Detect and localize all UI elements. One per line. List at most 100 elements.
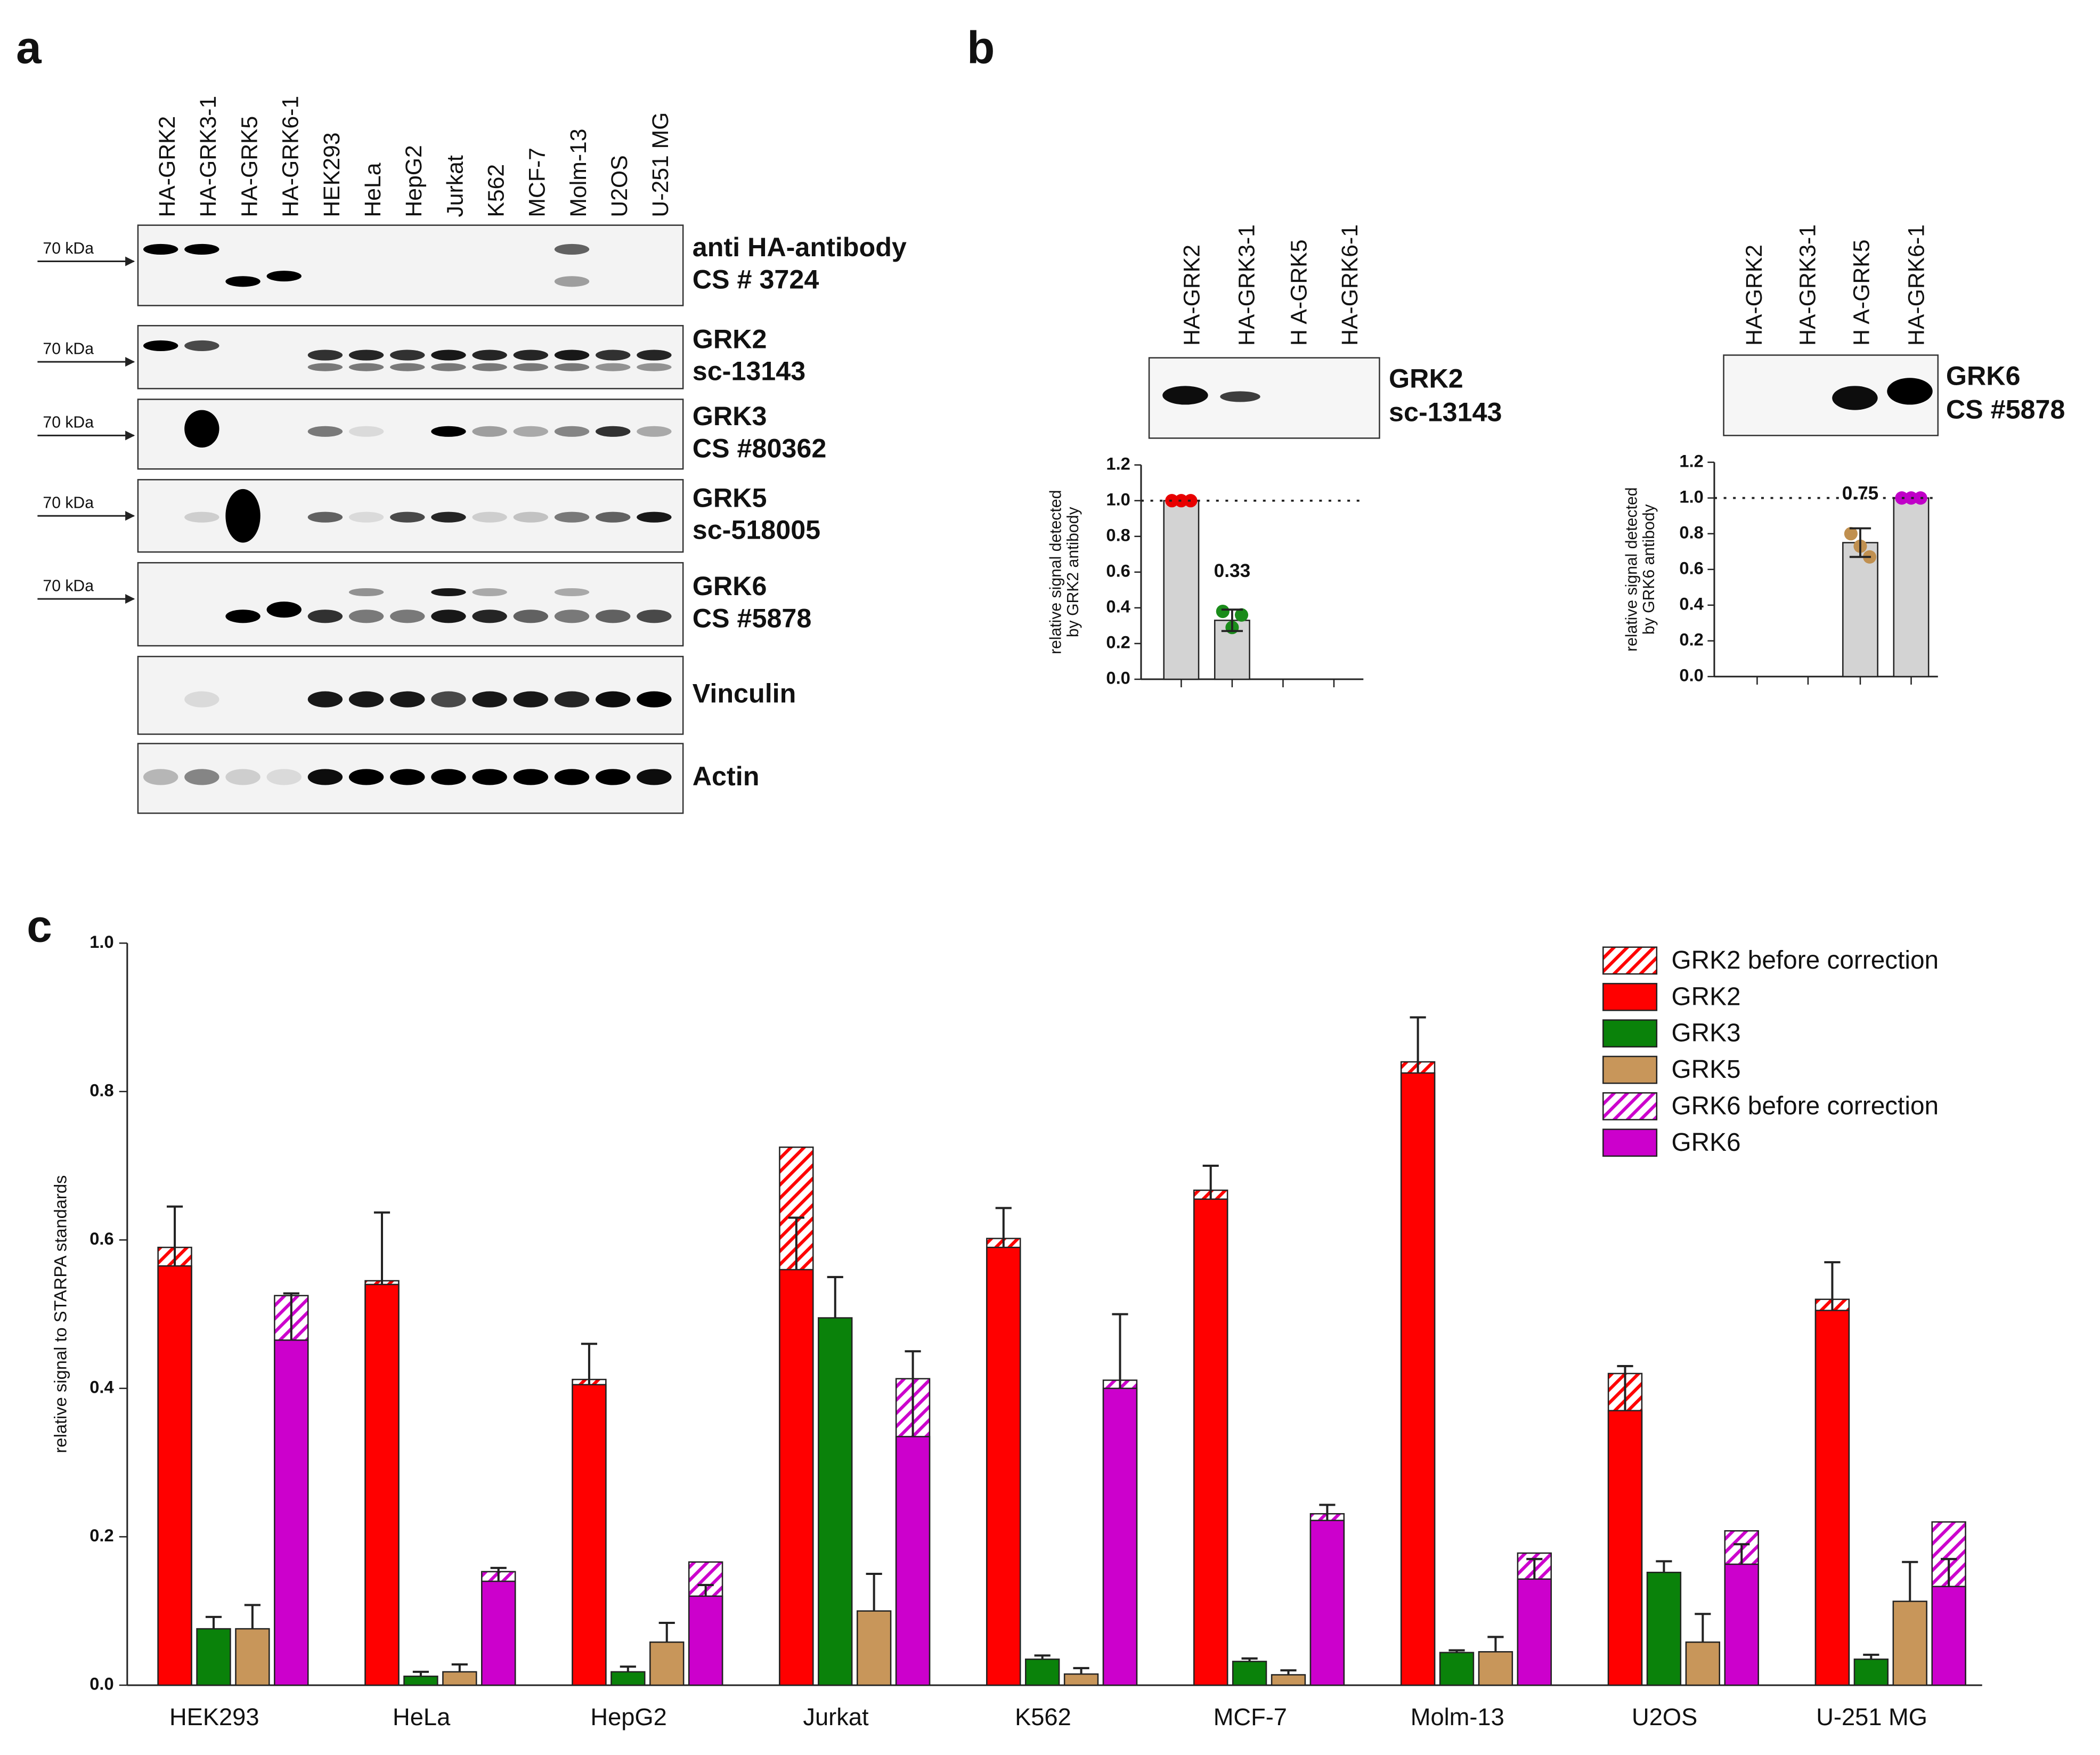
band	[266, 271, 302, 282]
x-tick-label: HeLa	[393, 1703, 451, 1730]
band	[431, 350, 466, 361]
panel-letter: c	[27, 901, 52, 952]
y-tick-label: 0.8	[89, 1080, 113, 1100]
lane-label: H A-GRK5	[1286, 240, 1312, 346]
band	[307, 610, 343, 623]
antibody-label: GRK5	[693, 482, 767, 513]
antibody-label: sc-13143	[693, 356, 805, 386]
legend-label: GRK2 before correction	[1672, 946, 1939, 974]
band	[472, 511, 507, 523]
band	[348, 588, 384, 597]
band	[390, 691, 425, 708]
band	[472, 769, 507, 785]
y-tick-label: 0.8	[1106, 525, 1130, 545]
y-tick-label: 0.4	[89, 1377, 113, 1396]
y-tick-label: 1.0	[1106, 489, 1130, 509]
y-axis-label: by GRK6 antibody	[1640, 503, 1658, 635]
lane-label: HA-GRK2	[1741, 245, 1767, 346]
y-tick-label: 0.0	[89, 1674, 113, 1694]
size-marker: 70 kDa	[43, 240, 94, 257]
lane-label: U2OS	[607, 155, 632, 217]
antibody-label: Actin	[693, 761, 760, 791]
bar	[1724, 1563, 1759, 1686]
band	[184, 511, 219, 523]
band	[554, 610, 590, 623]
blot	[137, 224, 684, 306]
bar	[274, 1339, 309, 1686]
bar	[895, 1436, 931, 1686]
lane-label: HepG2	[401, 145, 427, 217]
band	[513, 610, 548, 623]
blot	[137, 562, 684, 647]
bar	[403, 1675, 438, 1686]
band	[595, 769, 631, 785]
band	[307, 426, 343, 437]
lane-label: HEK293	[319, 132, 345, 217]
band	[184, 691, 219, 708]
y-tick-label: 0.2	[89, 1525, 113, 1545]
band	[225, 489, 261, 543]
band	[595, 691, 631, 708]
bar	[1814, 1310, 1850, 1686]
bar	[818, 1317, 853, 1686]
band	[307, 769, 343, 785]
value-label: 0.33	[1214, 560, 1251, 581]
legend-label: GRK6 before correction	[1672, 1092, 1939, 1120]
y-tick-label: 1.2	[1679, 451, 1703, 470]
y-tick-label: 0.4	[1106, 596, 1130, 616]
lane-label: Molm-13	[566, 128, 591, 217]
lane-label: HA-GRK3-1	[1234, 224, 1259, 346]
y-tick-label: 0.2	[1679, 629, 1703, 649]
y-axis-label: relative signal to STARPA standards	[50, 1175, 70, 1453]
bar	[1607, 1410, 1643, 1686]
x-tick-label: HepG2	[590, 1703, 666, 1730]
lane-label: HA-GRK6-1	[1337, 224, 1363, 346]
size-marker: 70 kDa	[43, 494, 94, 512]
band	[513, 350, 548, 361]
band	[595, 610, 631, 623]
lane-label: MCF-7	[525, 148, 550, 217]
band	[1887, 378, 1933, 405]
y-tick-label: 0.6	[1679, 558, 1703, 578]
lane-label: H A-GRK5	[1849, 240, 1874, 346]
band	[595, 363, 631, 371]
band	[554, 426, 590, 437]
band	[348, 350, 384, 361]
antibody-label: CS # 3724	[693, 264, 819, 295]
lane-label: U-251 MG	[648, 112, 673, 217]
band	[143, 769, 178, 785]
y-tick-label: 0.2	[1106, 632, 1130, 652]
band	[513, 769, 548, 785]
bar	[1232, 1661, 1267, 1686]
x-tick-label: MCF-7	[1214, 1703, 1287, 1730]
band	[348, 610, 384, 623]
band	[266, 769, 302, 785]
bar	[611, 1671, 646, 1686]
band	[472, 426, 507, 437]
legend-label: GRK6	[1672, 1128, 1741, 1157]
band	[595, 350, 631, 361]
bar	[1893, 497, 1930, 678]
band	[513, 426, 548, 437]
y-tick-label: 0.6	[89, 1229, 113, 1248]
band	[1220, 391, 1260, 402]
bar	[1931, 1586, 1966, 1686]
y-tick-label: 0.8	[1679, 522, 1703, 542]
bar	[1842, 542, 1878, 678]
band	[637, 363, 672, 371]
band	[554, 588, 590, 597]
lane-label: HeLa	[360, 162, 386, 217]
band	[554, 691, 590, 708]
bar	[572, 1384, 607, 1686]
band	[390, 769, 425, 785]
data-point	[1234, 608, 1249, 622]
band	[348, 426, 384, 437]
x-tick-label: Molm-13	[1411, 1703, 1504, 1730]
band	[554, 276, 590, 287]
band	[348, 363, 384, 371]
y-tick-label: 0.4	[1679, 594, 1703, 613]
antibody-label: GRK3	[693, 401, 767, 431]
band	[513, 691, 548, 708]
band	[184, 340, 219, 351]
